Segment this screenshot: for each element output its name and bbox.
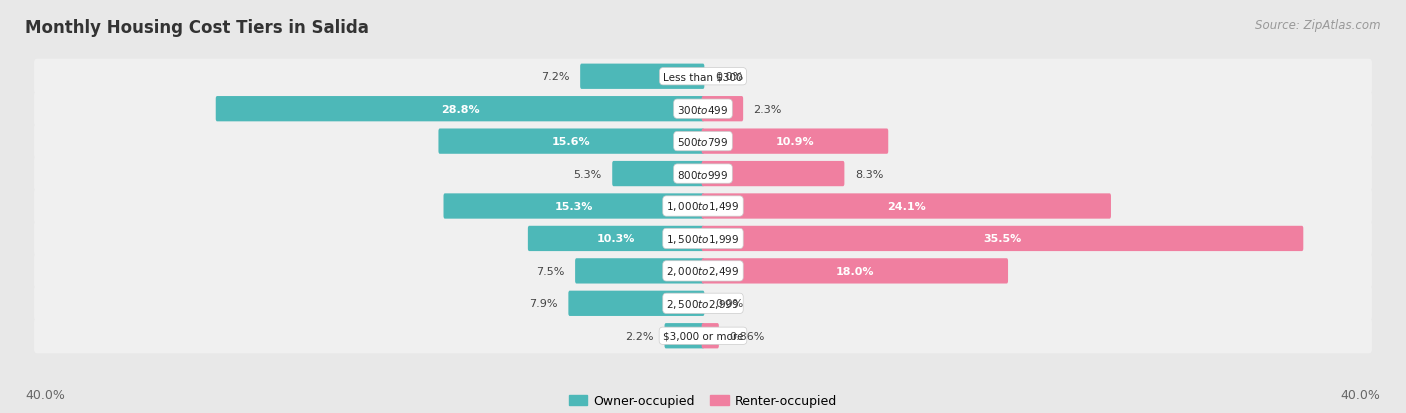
Text: 10.3%: 10.3% — [598, 234, 636, 244]
Text: $2,000 to $2,499: $2,000 to $2,499 — [666, 265, 740, 278]
Text: $2,500 to $2,999: $2,500 to $2,999 — [666, 297, 740, 310]
FancyBboxPatch shape — [34, 318, 1372, 354]
Legend: Owner-occupied, Renter-occupied: Owner-occupied, Renter-occupied — [568, 394, 838, 408]
FancyBboxPatch shape — [702, 323, 718, 349]
Text: $3,000 or more: $3,000 or more — [662, 331, 744, 341]
Text: 0.0%: 0.0% — [714, 72, 742, 82]
FancyBboxPatch shape — [34, 59, 1372, 95]
FancyBboxPatch shape — [568, 291, 704, 316]
FancyBboxPatch shape — [702, 97, 744, 122]
Text: 24.1%: 24.1% — [887, 202, 925, 211]
FancyBboxPatch shape — [702, 226, 1303, 252]
Text: 7.5%: 7.5% — [536, 266, 565, 276]
Text: 2.2%: 2.2% — [626, 331, 654, 341]
FancyBboxPatch shape — [34, 157, 1372, 192]
FancyBboxPatch shape — [34, 124, 1372, 159]
Text: 28.8%: 28.8% — [440, 104, 479, 114]
FancyBboxPatch shape — [702, 259, 1008, 284]
FancyBboxPatch shape — [702, 161, 845, 187]
FancyBboxPatch shape — [702, 194, 1111, 219]
FancyBboxPatch shape — [34, 286, 1372, 321]
Text: 0.0%: 0.0% — [714, 299, 742, 309]
FancyBboxPatch shape — [34, 189, 1372, 224]
Text: 7.2%: 7.2% — [541, 72, 569, 82]
Text: $500 to $799: $500 to $799 — [678, 136, 728, 148]
FancyBboxPatch shape — [575, 259, 704, 284]
Text: $1,500 to $1,999: $1,500 to $1,999 — [666, 233, 740, 245]
Text: 7.9%: 7.9% — [530, 299, 558, 309]
FancyBboxPatch shape — [702, 129, 889, 154]
FancyBboxPatch shape — [34, 221, 1372, 256]
Text: 40.0%: 40.0% — [25, 388, 65, 401]
FancyBboxPatch shape — [34, 254, 1372, 289]
Text: 40.0%: 40.0% — [1341, 388, 1381, 401]
FancyBboxPatch shape — [665, 323, 704, 349]
Text: Monthly Housing Cost Tiers in Salida: Monthly Housing Cost Tiers in Salida — [25, 19, 370, 36]
FancyBboxPatch shape — [215, 97, 704, 122]
Text: 15.3%: 15.3% — [555, 202, 593, 211]
Text: 10.9%: 10.9% — [776, 137, 814, 147]
Text: Less than $300: Less than $300 — [664, 72, 742, 82]
Text: 8.3%: 8.3% — [855, 169, 883, 179]
Text: 18.0%: 18.0% — [835, 266, 875, 276]
Text: $800 to $999: $800 to $999 — [678, 168, 728, 180]
FancyBboxPatch shape — [612, 161, 704, 187]
Text: 2.3%: 2.3% — [754, 104, 782, 114]
Text: $1,000 to $1,499: $1,000 to $1,499 — [666, 200, 740, 213]
FancyBboxPatch shape — [527, 226, 704, 252]
Text: 5.3%: 5.3% — [574, 169, 602, 179]
Text: 35.5%: 35.5% — [983, 234, 1022, 244]
FancyBboxPatch shape — [443, 194, 704, 219]
Text: $300 to $499: $300 to $499 — [678, 103, 728, 115]
FancyBboxPatch shape — [581, 64, 704, 90]
Text: 15.6%: 15.6% — [553, 137, 591, 147]
Text: Source: ZipAtlas.com: Source: ZipAtlas.com — [1256, 19, 1381, 31]
Text: 0.86%: 0.86% — [730, 331, 765, 341]
FancyBboxPatch shape — [34, 92, 1372, 127]
FancyBboxPatch shape — [439, 129, 704, 154]
